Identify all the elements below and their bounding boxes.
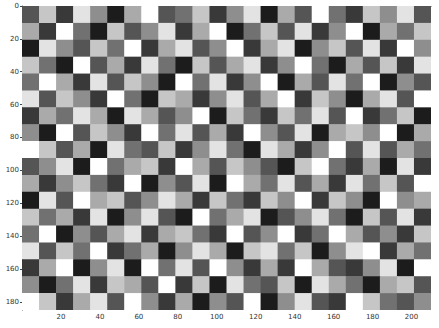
- svg-text:100: 100: [210, 313, 223, 321]
- svg-text:20: 20: [56, 313, 65, 321]
- svg-text:140: 140: [288, 313, 301, 321]
- svg-text:200: 200: [405, 313, 418, 321]
- svg-text:20: 20: [10, 35, 19, 43]
- svg-text:120: 120: [249, 313, 262, 321]
- svg-text:160: 160: [6, 265, 19, 273]
- svg-text:120: 120: [6, 199, 19, 207]
- svg-text:160: 160: [327, 313, 340, 321]
- svg-text:0: 0: [15, 2, 19, 10]
- svg-text:60: 60: [134, 313, 143, 321]
- svg-text:80: 80: [173, 313, 182, 321]
- svg-text:140: 140: [6, 232, 19, 240]
- svg-text:40: 40: [95, 313, 104, 321]
- svg-text:40: 40: [10, 68, 19, 76]
- svg-text:60: 60: [10, 101, 19, 109]
- svg-text:80: 80: [10, 133, 19, 141]
- svg-text:180: 180: [6, 298, 19, 306]
- svg-text:100: 100: [6, 166, 19, 174]
- svg-text:180: 180: [366, 313, 379, 321]
